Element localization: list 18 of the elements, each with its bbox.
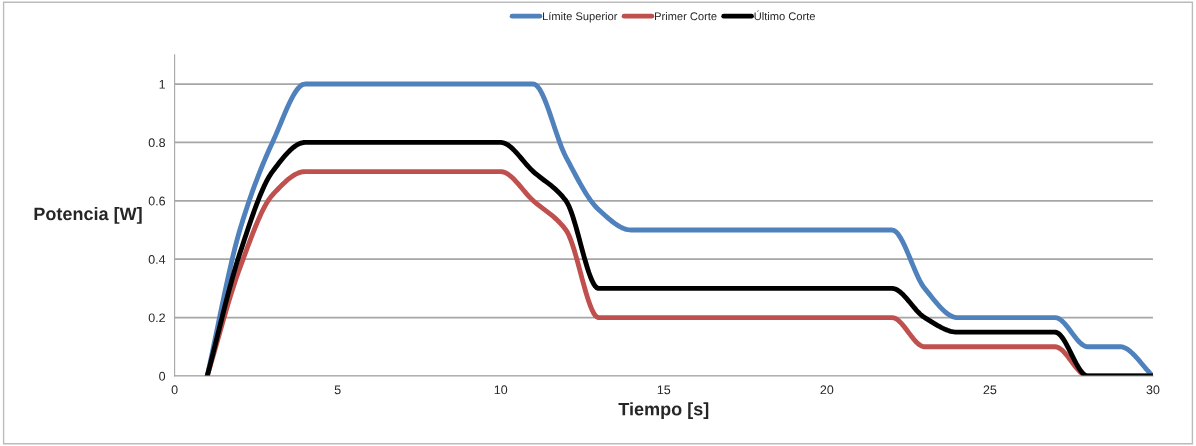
y-axis-title: Potencia [W] (34, 207, 142, 224)
y-tick-label: 0.2 (148, 313, 165, 323)
x-tick-label: 20 (820, 385, 834, 395)
y-tick-label: 0.8 (148, 138, 166, 148)
x-tick-label: 30 (1146, 385, 1160, 395)
legend-label: Límite Superior (543, 11, 618, 23)
y-tick-label: 0 (159, 371, 166, 381)
legend-label: Primer Corte (655, 12, 717, 21)
x-tick-label: 10 (494, 385, 508, 395)
x-tick-label: 25 (983, 385, 997, 395)
legend-label: Último Corte (754, 10, 815, 21)
x-tick-label: 0 (171, 385, 178, 395)
x-axis-title: Tiempo [s] (618, 402, 709, 420)
y-tick-label: 1 (159, 79, 165, 89)
x-tick-label: 15 (657, 385, 671, 395)
x-tick-label: 5 (334, 385, 341, 395)
y-tick-label: 0.6 (148, 196, 166, 206)
y-tick-label: 0.4 (148, 255, 166, 264)
